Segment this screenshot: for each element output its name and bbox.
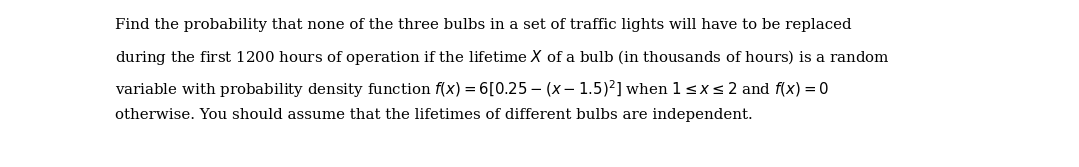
Text: variable with probability density function $f(x) = 6[0.25 - (x - 1.5)^2]$ when $: variable with probability density functi… (115, 78, 829, 100)
Text: otherwise. You should assume that the lifetimes of different bulbs are independe: otherwise. You should assume that the li… (115, 108, 753, 122)
Text: Find the probability that none of the three bulbs in a set of traffic lights wil: Find the probability that none of the th… (115, 18, 851, 32)
Text: during the first 1200 hours of operation if the lifetime $X$ of a bulb (in thous: during the first 1200 hours of operation… (115, 48, 890, 67)
